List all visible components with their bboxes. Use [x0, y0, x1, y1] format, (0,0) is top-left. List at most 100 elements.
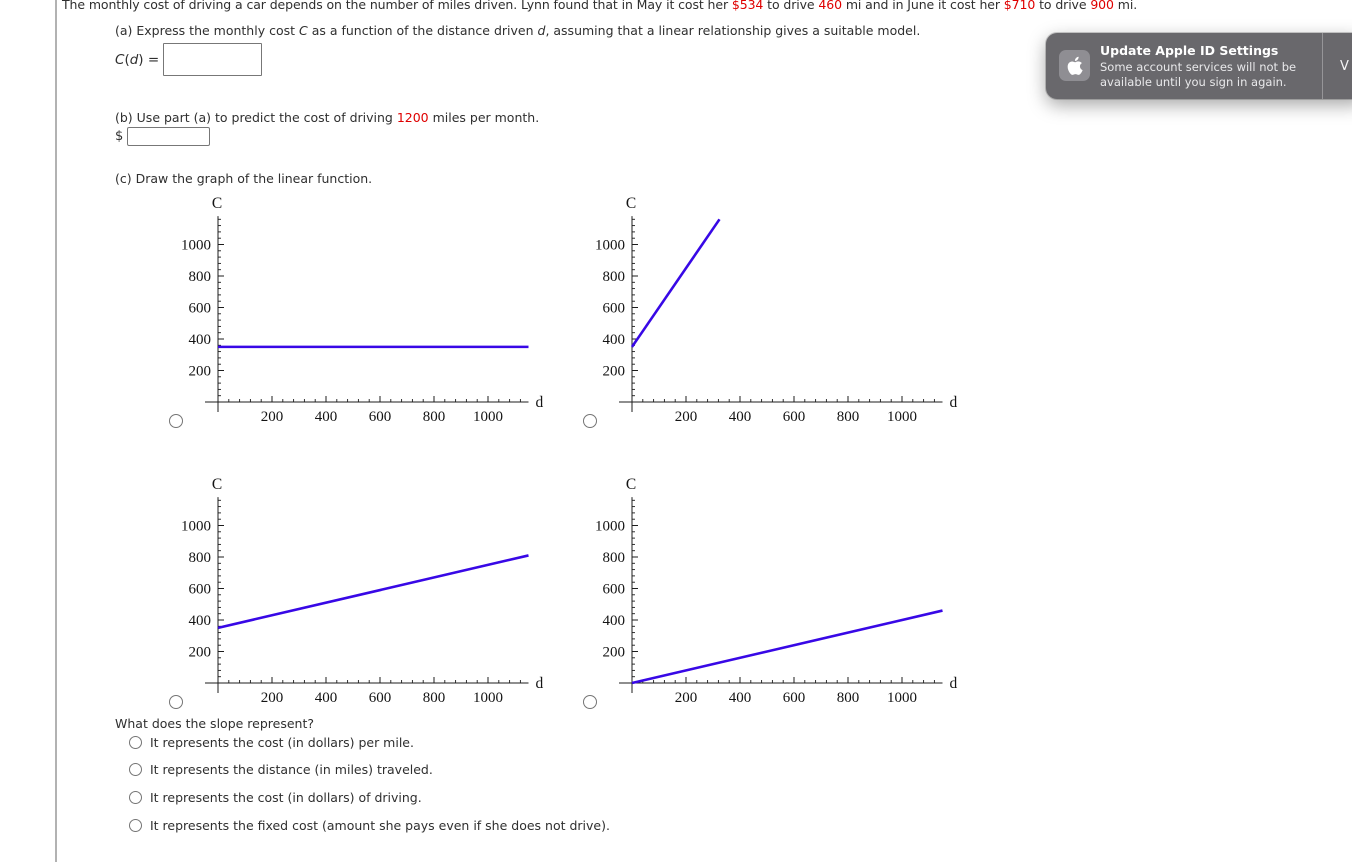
text-segment: (b) Use part (a) to predict the cost of … — [115, 110, 397, 125]
notification-view-button[interactable]: V — [1340, 58, 1349, 74]
dollar-sign-label: $ — [115, 129, 124, 144]
y-axis-label: C — [626, 195, 636, 212]
slope-option-radio-4[interactable] — [129, 819, 142, 832]
x-tick-label: 600 — [369, 409, 392, 425]
y-tick-label: 600 — [603, 582, 626, 598]
y-tick-label: 1000 — [595, 519, 625, 535]
y-tick-label: 200 — [189, 364, 212, 380]
y-tick-label: 600 — [603, 301, 626, 317]
slope-option-radio-1[interactable] — [129, 736, 142, 749]
x-tick-label: 400 — [315, 690, 338, 706]
slope-option-row-2: It represents the distance (in miles) tr… — [129, 762, 433, 778]
notification-title: Update Apple ID Settings — [1100, 43, 1279, 58]
x-axis-label: d — [536, 675, 544, 692]
x-axis-label: d — [536, 394, 544, 411]
x-tick-label: 800 — [837, 690, 860, 706]
x-axis-label: d — [950, 675, 958, 692]
slope-option-radio-3[interactable] — [129, 791, 142, 804]
y-axis-label: C — [212, 195, 222, 212]
graph-option-radio-3[interactable] — [169, 695, 183, 709]
slope-option-radio-2[interactable] — [129, 763, 142, 776]
slope-option-label-2: It represents the distance (in miles) tr… — [150, 762, 433, 777]
text-segment: $534 — [731, 0, 764, 12]
formula-function-name: C — [115, 52, 125, 68]
graph-option-radio-2[interactable] — [583, 414, 597, 428]
x-tick-label: 600 — [369, 690, 392, 706]
y-tick-label: 1000 — [181, 238, 211, 254]
y-tick-label: 400 — [603, 613, 626, 629]
x-tick-label: 800 — [837, 409, 860, 425]
slope-option-label-4: It represents the fixed cost (amount she… — [150, 818, 610, 833]
text-segment: (a) Express the monthly cost — [115, 23, 299, 38]
slope-option-row-3: It represents the cost (in dollars) of d… — [129, 790, 422, 806]
y-tick-label: 200 — [603, 645, 626, 661]
y-axis-label: C — [212, 476, 222, 493]
graph-option-radio-1[interactable] — [169, 414, 183, 428]
x-tick-label: 1000 — [473, 690, 503, 706]
part-b-prompt: (b) Use part (a) to predict the cost of … — [115, 110, 539, 125]
text-segment: as a function of the distance driven — [307, 23, 538, 38]
x-tick-label: 1000 — [473, 409, 503, 425]
notification-divider — [1322, 33, 1323, 99]
formula-argument: d — [129, 52, 139, 68]
y-axis-label: C — [626, 476, 636, 493]
graph-option-plot-4: 200 400 600 800 1000 200 400 600 800 1000 Cd — [595, 476, 958, 706]
y-tick-label: 400 — [189, 613, 212, 629]
text-segment: 900 — [1090, 0, 1114, 12]
slope-question-prompt: What does the slope represent? — [115, 716, 314, 731]
slope-option-row-1: It represents the cost (in dollars) per … — [129, 735, 414, 751]
graph-option-plot-1: 200 400 600 800 1000 200 400 600 800 1000 Cd — [181, 195, 544, 425]
text-segment: mi. — [1113, 0, 1138, 12]
y-tick-label: 600 — [189, 301, 212, 317]
text-segment: d — [537, 23, 546, 38]
text-segment: to drive — [763, 0, 819, 12]
graph-option-plot-2: 200 400 600 800 1000 200 400 600 800 1000 Cd — [595, 195, 958, 425]
y-tick-label: 1000 — [595, 238, 625, 254]
text-segment: C — [298, 23, 308, 38]
y-tick-label: 200 — [603, 364, 626, 380]
formula-equals: ) = — [138, 52, 160, 68]
plotted-line — [630, 218, 721, 348]
y-tick-label: 1000 — [181, 519, 211, 535]
problem-statement: The monthly cost of driving a car depend… — [62, 0, 1137, 12]
plotted-line — [631, 609, 943, 685]
x-tick-label: 200 — [675, 690, 698, 706]
text-segment: to drive — [1035, 0, 1091, 12]
x-tick-label: 400 — [315, 409, 338, 425]
slope-option-label-1: It represents the cost (in dollars) per … — [150, 735, 414, 750]
macos-notification[interactable]: Update Apple ID Settings Some account se… — [1046, 33, 1352, 99]
graph-option-radio-4[interactable] — [583, 695, 597, 709]
part-c-prompt: (c) Draw the graph of the linear functio… — [115, 171, 373, 186]
x-tick-label: 1000 — [887, 409, 917, 425]
text-segment: miles per month. — [428, 110, 540, 125]
y-tick-label: 800 — [189, 550, 212, 566]
plotted-line — [217, 554, 529, 630]
x-tick-label: 600 — [783, 409, 806, 425]
y-tick-label: 600 — [189, 582, 212, 598]
y-tick-label: 800 — [189, 269, 212, 285]
notification-body: Some account services will not be availa… — [1100, 60, 1297, 89]
part-a-prompt: (a) Express the monthly cost C as a func… — [115, 23, 920, 38]
x-tick-label: 400 — [729, 690, 752, 706]
x-tick-label: 1000 — [887, 690, 917, 706]
y-tick-label: 400 — [189, 332, 212, 348]
text-segment: , assuming that a linear relationship gi… — [545, 23, 921, 38]
formula-open-paren: ( — [124, 52, 130, 68]
x-tick-label: 800 — [423, 690, 446, 706]
part-a-answer-input[interactable] — [163, 43, 262, 76]
x-tick-label: 200 — [261, 409, 284, 425]
x-tick-label: 200 — [675, 409, 698, 425]
apple-logo-icon — [1059, 50, 1090, 81]
x-tick-label: 800 — [423, 409, 446, 425]
text-segment: mi and in June it cost her — [841, 0, 1004, 12]
y-tick-label: 800 — [603, 269, 626, 285]
slope-option-label-3: It represents the cost (in dollars) of d… — [150, 790, 422, 805]
text-segment: $710 — [1003, 0, 1036, 12]
y-tick-label: 200 — [189, 645, 212, 661]
graph-option-plot-3: 200 400 600 800 1000 200 400 600 800 1000 Cd — [181, 476, 544, 706]
x-tick-label: 600 — [783, 690, 806, 706]
part-b-answer-input[interactable] — [127, 127, 210, 146]
x-tick-label: 400 — [729, 409, 752, 425]
x-axis-label: d — [950, 394, 958, 411]
